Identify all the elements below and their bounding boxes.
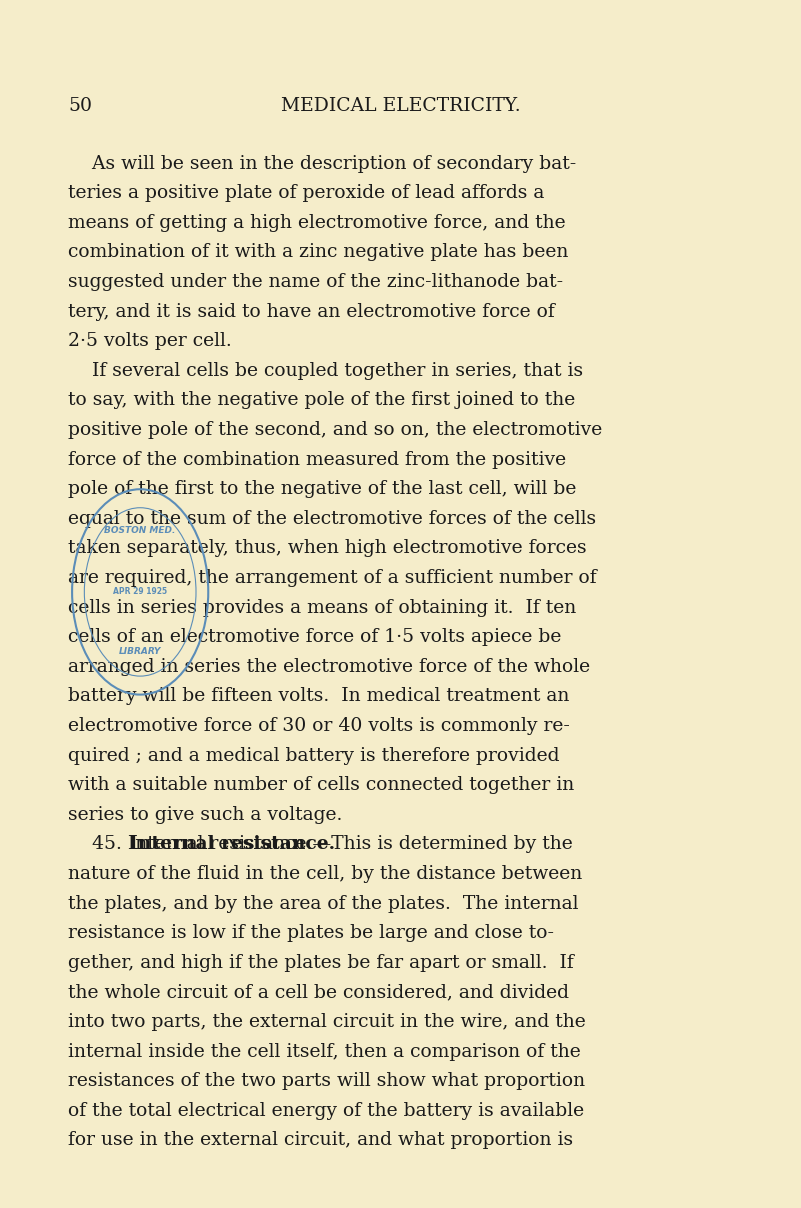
- Text: gether, and high if the plates be far apart or small.  If: gether, and high if the plates be far ap…: [68, 954, 574, 971]
- Text: If several cells be coupled together in series, that is: If several cells be coupled together in …: [68, 362, 583, 379]
- Text: arranged in series the electromotive force of the whole: arranged in series the electromotive for…: [68, 658, 590, 675]
- Text: 50: 50: [68, 97, 92, 115]
- Text: positive pole of the second, and so on, the electromotive: positive pole of the second, and so on, …: [68, 422, 602, 439]
- Text: tery, and it is said to have an electromotive force of: tery, and it is said to have an electrom…: [68, 302, 555, 320]
- Text: taken separately, thus, when high electromotive forces: taken separately, thus, when high electr…: [68, 539, 586, 557]
- Text: with a suitable number of cells connected together in: with a suitable number of cells connecte…: [68, 777, 574, 794]
- Text: of the total electrical energy of the battery is available: of the total electrical energy of the ba…: [68, 1102, 584, 1120]
- Text: Internal resistance.: Internal resistance.: [129, 836, 335, 853]
- Text: force of the combination measured from the positive: force of the combination measured from t…: [68, 451, 566, 469]
- Text: the plates, and by the area of the plates.  The internal: the plates, and by the area of the plate…: [68, 894, 578, 912]
- Text: to say, with the negative pole of the first joined to the: to say, with the negative pole of the fi…: [68, 391, 575, 410]
- Text: As will be seen in the description of secondary bat-: As will be seen in the description of se…: [68, 155, 577, 173]
- Text: electromotive force of 30 or 40 volts is commonly re-: electromotive force of 30 or 40 volts is…: [68, 718, 570, 734]
- Text: 2·5 volts per cell.: 2·5 volts per cell.: [68, 332, 231, 350]
- Text: suggested under the name of the zinc-lithanode bat-: suggested under the name of the zinc-lit…: [68, 273, 563, 291]
- Text: quired ; and a medical battery is therefore provided: quired ; and a medical battery is theref…: [68, 747, 560, 765]
- Text: the whole circuit of a cell be considered, and divided: the whole circuit of a cell be considere…: [68, 983, 569, 1001]
- Text: APR 29 1925: APR 29 1925: [113, 587, 167, 597]
- Text: pole of the first to the negative of the last cell, will be: pole of the first to the negative of the…: [68, 480, 577, 498]
- Text: for use in the external circuit, and what proportion is: for use in the external circuit, and wha…: [68, 1131, 574, 1149]
- Text: series to give such a voltage.: series to give such a voltage.: [68, 806, 343, 824]
- Text: nature of the fluid in the cell, by the distance between: nature of the fluid in the cell, by the …: [68, 865, 582, 883]
- Text: equal to the sum of the electromotive forces of the cells: equal to the sum of the electromotive fo…: [68, 510, 596, 528]
- Text: BOSTON MED.: BOSTON MED.: [104, 525, 176, 535]
- Text: into two parts, the external circuit in the wire, and the: into two parts, the external circuit in …: [68, 1012, 586, 1030]
- Text: teries a positive plate of peroxide of lead affords a: teries a positive plate of peroxide of l…: [68, 184, 545, 202]
- Text: cells of an electromotive force of 1·5 volts apiece be: cells of an electromotive force of 1·5 v…: [68, 628, 562, 646]
- Text: means of getting a high electromotive force, and the: means of getting a high electromotive fo…: [68, 214, 566, 232]
- Text: combination of it with a zinc negative plate has been: combination of it with a zinc negative p…: [68, 244, 569, 261]
- Text: are required, the arrangement of a sufficient number of: are required, the arrangement of a suffi…: [68, 569, 597, 587]
- Text: internal inside the cell itself, then a comparison of the: internal inside the cell itself, then a …: [68, 1043, 581, 1061]
- Text: battery will be fifteen volts.  In medical treatment an: battery will be fifteen volts. In medica…: [68, 687, 570, 705]
- Text: resistance is low if the plates be large and close to-: resistance is low if the plates be large…: [68, 924, 554, 942]
- Text: MEDICAL ELECTRICITY.: MEDICAL ELECTRICITY.: [280, 97, 521, 115]
- Text: cells in series provides a means of obtaining it.  If ten: cells in series provides a means of obta…: [68, 599, 577, 616]
- Text: resistances of the two parts will show what proportion: resistances of the two parts will show w…: [68, 1073, 586, 1090]
- Text: LIBRARY: LIBRARY: [119, 647, 161, 656]
- Text: 45. Internal resistance.—This is determined by the: 45. Internal resistance.—This is determi…: [68, 836, 573, 853]
